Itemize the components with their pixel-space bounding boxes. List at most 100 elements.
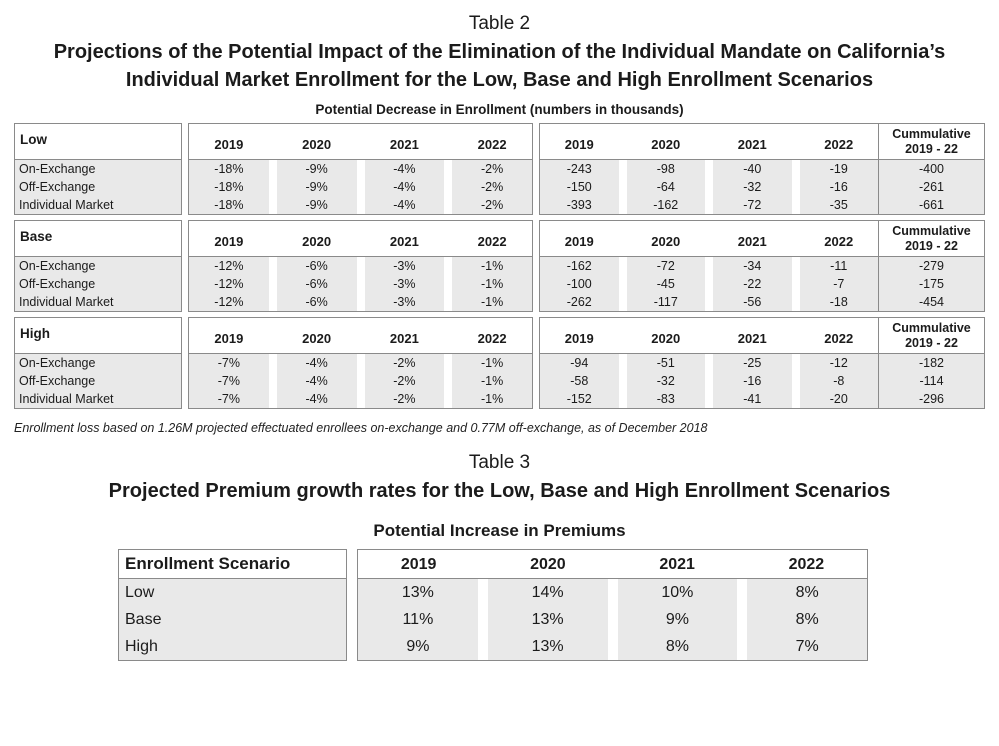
- scenario-name: Base: [15, 221, 181, 257]
- cell: -7%: [217, 392, 240, 406]
- year-header-row: 2019 2020 2021 2022: [540, 318, 878, 354]
- cell: -6%: [305, 295, 328, 309]
- year-header: 2019: [564, 234, 594, 249]
- cell: 8%: [795, 611, 819, 628]
- premium-values-box: 2019 2020 2021 2022 13% 11% 9% 14% 13% 1…: [357, 549, 868, 661]
- cell: -100: [566, 277, 592, 291]
- cell: -98: [656, 162, 675, 176]
- cell: -262: [566, 295, 592, 309]
- cumulative-column: Cummulative 2019 - 22 -279 -175 -454: [878, 221, 984, 311]
- year-header-row: 2019 2020 2021 2022: [189, 318, 532, 354]
- count-data: -94 -58 -152 -51 -32 -83 -25 -16 -41: [540, 354, 878, 408]
- data-column: -2% -2% -2%: [364, 354, 445, 408]
- year-header: 2020: [530, 556, 566, 573]
- scenario-label-box: High On-Exchange Off-Exchange Individual…: [14, 317, 182, 409]
- cell: -7: [833, 277, 845, 291]
- cell: -94: [570, 356, 589, 370]
- year-header: 2021: [389, 137, 419, 152]
- data-column: -4% -4% -4%: [364, 160, 445, 214]
- cumulative-header-line2: 2019 - 22: [905, 336, 958, 350]
- cell: -2%: [481, 198, 504, 212]
- scenario-rows: Low Base High: [119, 579, 346, 660]
- row-label: On-Exchange: [19, 162, 96, 176]
- table2-label: Table 2: [468, 13, 531, 34]
- cell: -12%: [214, 277, 244, 291]
- cell: -2%: [393, 356, 416, 370]
- count-change-box: 2019 2020 2021 2022 -94 -58 -152 -51: [539, 317, 985, 409]
- table3-subtitle: Potential Increase in Premiums: [373, 521, 626, 540]
- year-header-row: 2019 2020 2021 2022: [189, 221, 532, 257]
- cell: -9%: [305, 180, 328, 194]
- data-column: -51 -32 -83: [626, 354, 705, 408]
- cell: -279: [918, 259, 945, 273]
- cell: -12%: [214, 295, 244, 309]
- count-change-box: 2019 2020 2021 2022 -162 -100 -262 -72: [539, 220, 985, 312]
- data-column: -94 -58 -152: [540, 354, 619, 408]
- data-column: -11 -7 -18: [799, 257, 878, 311]
- cell: -22: [743, 277, 762, 291]
- cumulative-data: -279 -175 -454: [879, 257, 984, 311]
- row-label: High: [125, 638, 158, 655]
- cell: -296: [918, 392, 945, 406]
- row-label: Base: [125, 611, 162, 628]
- percent-change-box: 2019 2020 2021 2022 -7% -7% -7% -4% -4% …: [188, 317, 533, 409]
- cell: -175: [918, 277, 945, 291]
- year-header: 2021: [737, 234, 767, 249]
- year-header-row: 2019 2020 2021 2022: [540, 221, 878, 257]
- table3-label: Table 3: [468, 452, 531, 473]
- cell: -18: [829, 295, 848, 309]
- data-column: -34 -22 -56: [713, 257, 792, 311]
- cumulative-header: Cummulative 2019 - 22: [879, 221, 984, 257]
- cell: -9%: [305, 162, 328, 176]
- cell: -18%: [214, 162, 244, 176]
- cell: 9%: [406, 638, 430, 655]
- row-labels: On-Exchange Off-Exchange Individual Mark…: [15, 354, 181, 408]
- cell: -20: [829, 392, 848, 406]
- count-change-box: 2019 2020 2021 2022 -243 -150 -393 -98: [539, 123, 985, 215]
- row-label: On-Exchange: [19, 356, 96, 370]
- cell: 13%: [531, 611, 564, 628]
- year-header: 2022: [824, 234, 854, 249]
- cumulative-header-line1: Cummulative: [892, 127, 971, 141]
- scenario-label-box: Low On-Exchange Off-Exchange Individual …: [14, 123, 182, 215]
- cell: 10%: [661, 584, 694, 601]
- data-column: -4% -4% -4%: [276, 354, 357, 408]
- cell: -34: [743, 259, 762, 273]
- year-header: 2021: [389, 331, 419, 346]
- year-header: 2022: [477, 137, 507, 152]
- cell: -400: [918, 162, 945, 176]
- year-header: 2020: [302, 331, 332, 346]
- cell: -2%: [393, 374, 416, 388]
- cell: -64: [656, 180, 675, 194]
- cell: -162: [566, 259, 592, 273]
- percent-data: -7% -7% -7% -4% -4% -4% -2% -2% -2%: [189, 354, 532, 408]
- year-header: 2022: [824, 137, 854, 152]
- data-column: 8% 8% 7%: [747, 579, 867, 660]
- cell: -16: [829, 180, 848, 194]
- cell: -243: [566, 162, 592, 176]
- data-column: -1% -1% -1%: [452, 257, 532, 311]
- cell: -4%: [393, 180, 416, 194]
- row-label: Individual Market: [19, 198, 114, 212]
- cell: -18%: [214, 198, 244, 212]
- table2-title: Projections of the Potential Impact of t…: [53, 41, 946, 91]
- year-header: 2022: [477, 331, 507, 346]
- year-header: 2019: [400, 556, 437, 573]
- data-column: 10% 9% 8%: [617, 579, 738, 660]
- cell: -12%: [214, 259, 244, 273]
- cell: -152: [566, 392, 592, 406]
- scenario-name: High: [15, 318, 181, 354]
- yearly-counts: 2019 2020 2021 2022 -243 -150 -393 -98: [540, 124, 878, 214]
- year-header: 2020: [302, 234, 332, 249]
- cell: -19: [829, 162, 848, 176]
- percent-change-box: 2019 2020 2021 2022 -12% -12% -12% -6% -…: [188, 220, 533, 312]
- data-column: -18% -18% -18%: [189, 160, 269, 214]
- cell: -1%: [481, 277, 504, 291]
- data-column: -25 -16 -41: [713, 354, 792, 408]
- row-label: Off-Exchange: [19, 277, 96, 291]
- cumulative-header: Cummulative 2019 - 22: [879, 318, 984, 354]
- cell: -8: [833, 374, 845, 388]
- year-header: 2020: [651, 331, 681, 346]
- cell: -4%: [305, 392, 328, 406]
- cell: -72: [656, 259, 675, 273]
